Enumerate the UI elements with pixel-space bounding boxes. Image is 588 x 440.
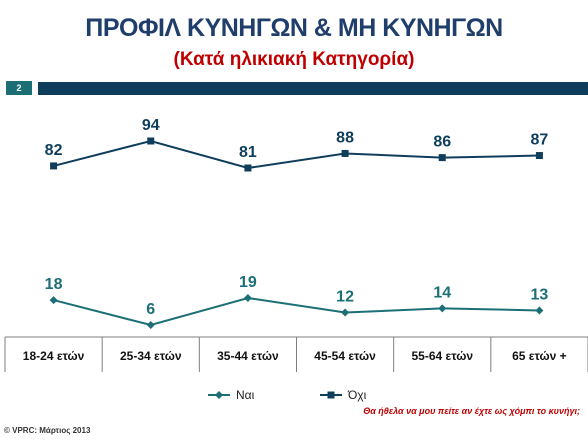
x-tick-label: 25-34 ετών bbox=[120, 349, 182, 363]
data-point bbox=[438, 154, 446, 162]
data-point bbox=[50, 162, 58, 170]
legend-label: Όχι bbox=[347, 388, 367, 402]
data-point bbox=[535, 152, 543, 160]
data-point bbox=[535, 306, 544, 315]
data-point bbox=[49, 296, 58, 305]
data-label: 18 bbox=[45, 276, 63, 293]
series-line bbox=[53, 139, 540, 170]
data-label: 14 bbox=[433, 284, 451, 301]
data-point bbox=[341, 308, 350, 317]
header-bar bbox=[38, 82, 588, 95]
data-label: 81 bbox=[239, 144, 257, 161]
data-point bbox=[244, 164, 252, 172]
data-label: 82 bbox=[45, 142, 63, 159]
page-number-badge: 2 bbox=[6, 81, 32, 95]
x-tick-label: 18-24 ετών bbox=[23, 349, 85, 363]
data-label: 87 bbox=[531, 132, 549, 149]
data-point bbox=[438, 304, 447, 313]
data-label: 94 bbox=[142, 117, 160, 134]
data-point bbox=[146, 321, 155, 329]
survey-question: Θα ήθελα να μου πείτε αν έχτε ως χόμπι τ… bbox=[363, 406, 580, 416]
data-label: 19 bbox=[239, 274, 257, 291]
data-point bbox=[243, 294, 252, 302]
series-line bbox=[53, 296, 540, 327]
page-title: ΠΡΟΦΙΛ ΚΥΝΗΓΩΝ & ΜΗ ΚΥΝΗΓΩΝ bbox=[85, 14, 503, 42]
legend-marker bbox=[327, 391, 335, 399]
data-point bbox=[341, 149, 349, 157]
x-tick-label: 55-64 ετών bbox=[411, 349, 473, 363]
x-tick-label: 65 ετών + bbox=[512, 349, 567, 363]
series-lines bbox=[49, 137, 544, 329]
page-subtitle: (Κατά ηλικιακή Κατηγορία) bbox=[173, 49, 415, 70]
legend: Ναι Όχι bbox=[208, 388, 367, 402]
data-label: 13 bbox=[531, 286, 549, 303]
data-label: 86 bbox=[433, 134, 451, 151]
x-tick-label: 35-44 ετών bbox=[217, 349, 279, 363]
data-point bbox=[147, 137, 155, 145]
copyright: © VPRC: Μάρτιος 2013 bbox=[4, 426, 91, 435]
legend-label: Ναι bbox=[236, 388, 255, 402]
x-axis-ticks: 18-24 ετών 25-34 ετών 35-44 ετών 45-54 ετών… bbox=[4, 337, 588, 372]
legend-marker bbox=[215, 391, 223, 399]
data-labels: 18 6 19 12 14 13 82 94 81 88 86 87 bbox=[45, 117, 549, 318]
data-label: 6 bbox=[146, 301, 155, 318]
data-label: 12 bbox=[336, 289, 354, 306]
data-label: 88 bbox=[336, 129, 354, 146]
x-tick-label: 45-54 ετών bbox=[314, 349, 376, 363]
